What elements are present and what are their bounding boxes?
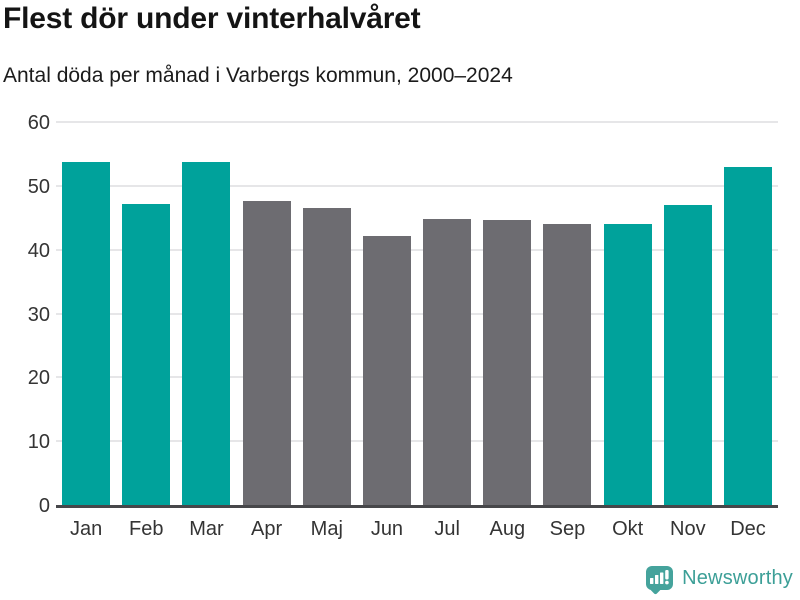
bar-jun bbox=[362, 236, 411, 507]
x-axis-labels: Jan Feb Mar Apr Maj Jun Jul Aug Sep Okt Nov Dec bbox=[56, 518, 778, 541]
bar-slot-apr bbox=[237, 122, 297, 507]
gridline-50 bbox=[56, 184, 778, 187]
x-tick-label-apr: Apr bbox=[251, 518, 283, 540]
bar-slot-jan bbox=[56, 122, 116, 507]
bar-slot-dec bbox=[718, 122, 778, 507]
x-tick-label-jan: Jan bbox=[69, 518, 103, 540]
bar-slot-maj bbox=[297, 122, 357, 507]
bar-mar bbox=[182, 162, 231, 507]
bar-slot-okt bbox=[598, 122, 658, 507]
bar-slot-mar bbox=[176, 122, 236, 507]
bar-slot-sep bbox=[537, 122, 597, 507]
y-tick-label-10: 10 bbox=[27, 431, 50, 454]
bar-feb bbox=[122, 203, 171, 507]
gridline-30 bbox=[56, 312, 778, 315]
x-axis-line bbox=[56, 505, 778, 508]
x-tick-label-jun: Jun bbox=[370, 518, 404, 540]
x-tick-label-jul: Jul bbox=[434, 518, 460, 540]
x-tick-label-maj: Maj bbox=[310, 518, 343, 540]
x-tick-label-okt: Okt bbox=[612, 518, 644, 540]
logo-bars-exclamation-icon bbox=[650, 570, 669, 585]
newsworthy-logo-icon bbox=[646, 566, 674, 590]
x-tick-label-mar: Mar bbox=[189, 518, 224, 540]
y-tick-label-20: 20 bbox=[27, 367, 50, 390]
x-tick-label-sep: Sep bbox=[549, 518, 586, 540]
y-tick-label-50: 50 bbox=[27, 175, 50, 198]
y-tick-label-0: 0 bbox=[38, 495, 50, 517]
gridline-10 bbox=[56, 440, 778, 443]
bar-okt bbox=[603, 223, 652, 507]
plot-area: 0 10 20 30 40 50 60 bbox=[28, 113, 778, 516]
x-tick-label-aug: Aug bbox=[489, 518, 526, 540]
bar-nov bbox=[663, 205, 712, 507]
chart-subtitle: Antal döda per månad i Varbergs kommun, … bbox=[3, 64, 513, 87]
gridline-60 bbox=[56, 121, 778, 123]
chart-title: Flest dör under vinterhalvåret bbox=[3, 2, 421, 35]
x-tick-label-feb: Feb bbox=[129, 518, 164, 540]
bar-slot-feb bbox=[116, 122, 176, 507]
gridline-40 bbox=[56, 248, 778, 251]
x-tick-label-nov: Nov bbox=[670, 518, 706, 540]
y-tick-label-30: 30 bbox=[27, 303, 50, 326]
bar-jul bbox=[423, 219, 472, 507]
y-tick-label-40: 40 bbox=[27, 239, 50, 262]
bar-apr bbox=[242, 200, 291, 507]
y-tick-label-60: 60 bbox=[27, 112, 50, 134]
bar-sep bbox=[543, 224, 592, 507]
gridline-20 bbox=[56, 376, 778, 379]
bar-slot-nov bbox=[658, 122, 718, 507]
brand-footer: Newsworthy bbox=[646, 566, 793, 590]
bar-jan bbox=[62, 162, 111, 507]
x-tick-label-dec: Dec bbox=[730, 518, 766, 540]
bar-aug bbox=[483, 220, 532, 507]
bar-slot-aug bbox=[477, 122, 537, 507]
brand-name: Newsworthy bbox=[682, 566, 793, 589]
bar-maj bbox=[302, 207, 351, 507]
bar-slot-jul bbox=[417, 122, 477, 507]
bar-slot-jun bbox=[357, 122, 417, 507]
bars-row bbox=[56, 122, 778, 507]
bar-dec bbox=[723, 167, 772, 507]
